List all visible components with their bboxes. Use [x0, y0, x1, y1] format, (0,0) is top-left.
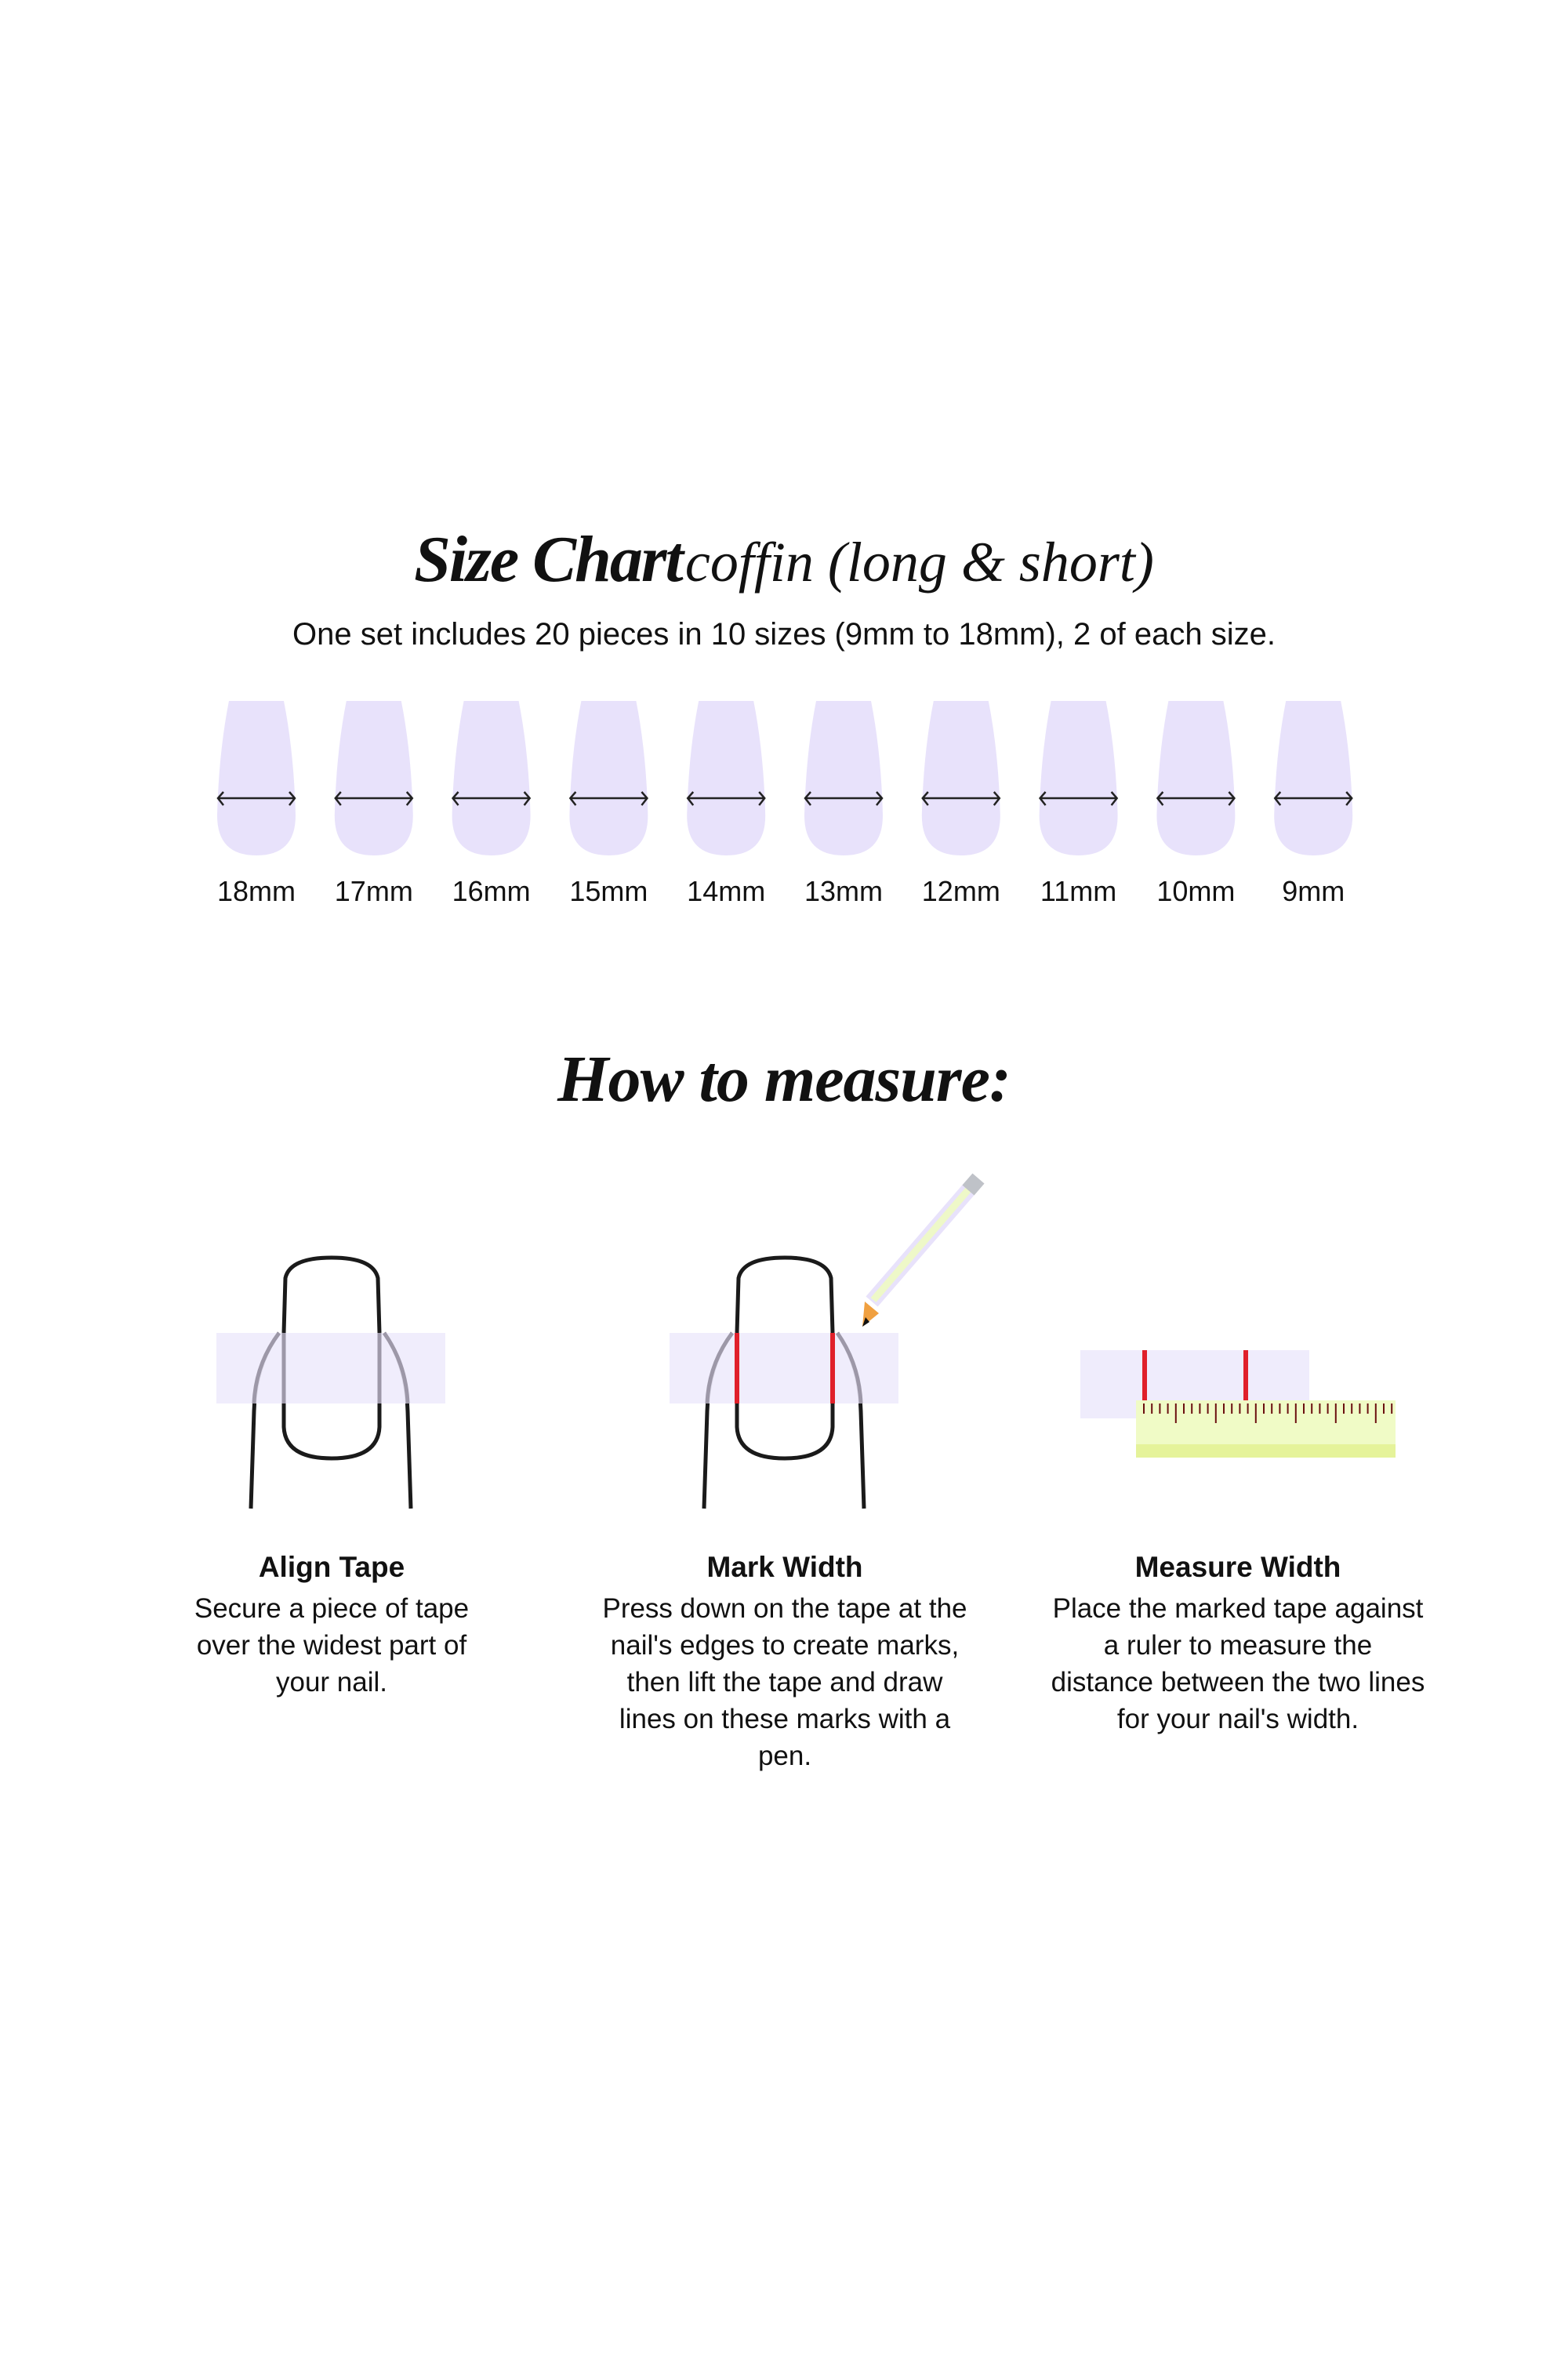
nail-outline [735, 1255, 835, 1461]
nail-shape [1156, 701, 1236, 855]
nail-shape [1274, 701, 1353, 855]
step-text: Secure a piece of tape over the widest p… [194, 1593, 470, 1698]
width-arrow-icon [1156, 791, 1236, 806]
red-marks [1142, 1350, 1248, 1403]
nail-shape [1039, 701, 1118, 855]
how-to-measure-heading: How to measure: [557, 1043, 1011, 1116]
step-title: Measure Width [1134, 1551, 1341, 1583]
step-text: Place the marked tape against a ruler to… [1051, 1593, 1425, 1734]
mark-width-illustration [670, 1173, 985, 1509]
measure-width-illustration [1080, 1350, 1396, 1458]
width-arrow-icon [216, 791, 296, 806]
width-arrow-icon [1273, 791, 1353, 806]
width-arrow-icon [921, 791, 1001, 806]
step-text: Press down on the tape at the nail's edg… [602, 1593, 967, 1771]
nail-size-row [216, 701, 1353, 855]
size-label: 12mm [921, 875, 1000, 907]
nail-shape [804, 701, 883, 855]
step-measure-width: Measure Width Place the marked tape agai… [1018, 1551, 1457, 1738]
size-label: 10mm [1156, 875, 1236, 907]
pencil-icon [862, 1173, 985, 1327]
size-label: 18mm [216, 875, 296, 907]
title-sub: coffin (long & short) [684, 531, 1154, 594]
nail-shape [334, 701, 413, 855]
width-arrow-icon [451, 791, 532, 806]
size-label: 17mm [334, 875, 413, 907]
nail-shape [921, 701, 1000, 855]
step-mark-width: Mark Width Press down on the tape at the… [565, 1551, 1004, 1774]
nail-shape [687, 701, 766, 855]
width-arrow-icon [686, 791, 766, 806]
size-label: 11mm [1040, 875, 1117, 907]
size-label: 14mm [687, 875, 766, 907]
nail-shape [452, 701, 531, 855]
red-marks [735, 1333, 835, 1403]
ruler-ticks [1143, 1403, 1393, 1423]
width-arrow-icon [804, 791, 884, 806]
step-title: Align Tape [258, 1551, 405, 1583]
width-arrow-icon [1038, 791, 1119, 806]
size-label: 9mm [1282, 875, 1345, 907]
title-main: Size Chart [414, 523, 684, 596]
size-label: 16mm [452, 875, 531, 907]
width-arrow-icon [334, 791, 414, 806]
nail-outline [281, 1255, 382, 1461]
step-align-tape: Align Tape Secure a piece of tape over t… [112, 1551, 551, 1701]
nail-shape [569, 701, 648, 855]
tape [670, 1333, 898, 1403]
size-label: 13mm [804, 875, 884, 907]
finger-under-tape [252, 1331, 410, 1404]
step-title: Mark Width [706, 1551, 863, 1583]
width-arrow-icon [568, 791, 649, 806]
align-tape-illustration [216, 1255, 445, 1509]
size-label: 15mm [569, 875, 648, 907]
nail-shape [217, 701, 296, 855]
page-title: Size Chart coffin (long & short) [0, 521, 1568, 597]
subtitle: One set includes 20 pieces in 10 sizes (… [292, 617, 1276, 652]
tape [216, 1333, 445, 1403]
